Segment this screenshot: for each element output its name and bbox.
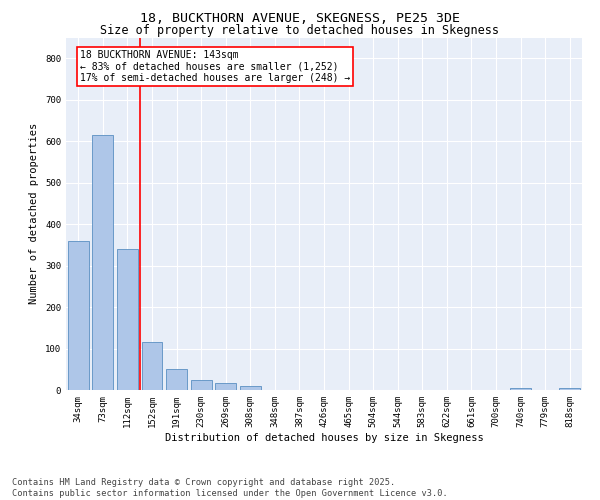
Bar [92, 135, 113, 390]
Bar [166, 370, 187, 390]
Bar [510, 388, 531, 390]
Bar [117, 249, 138, 390]
Bar [559, 388, 580, 390]
Bar [215, 382, 236, 390]
Y-axis label: Number of detached properties: Number of detached properties [29, 123, 40, 304]
Text: Size of property relative to detached houses in Skegness: Size of property relative to detached ho… [101, 24, 499, 37]
Bar [240, 386, 261, 390]
Bar [142, 342, 163, 390]
Bar [191, 380, 212, 390]
Text: 18 BUCKTHORN AVENUE: 143sqm
← 83% of detached houses are smaller (1,252)
17% of : 18 BUCKTHORN AVENUE: 143sqm ← 83% of det… [80, 50, 350, 83]
Text: 18, BUCKTHORN AVENUE, SKEGNESS, PE25 3DE: 18, BUCKTHORN AVENUE, SKEGNESS, PE25 3DE [140, 12, 460, 26]
Text: Contains HM Land Registry data © Crown copyright and database right 2025.
Contai: Contains HM Land Registry data © Crown c… [12, 478, 448, 498]
X-axis label: Distribution of detached houses by size in Skegness: Distribution of detached houses by size … [164, 432, 484, 442]
Bar [68, 240, 89, 390]
